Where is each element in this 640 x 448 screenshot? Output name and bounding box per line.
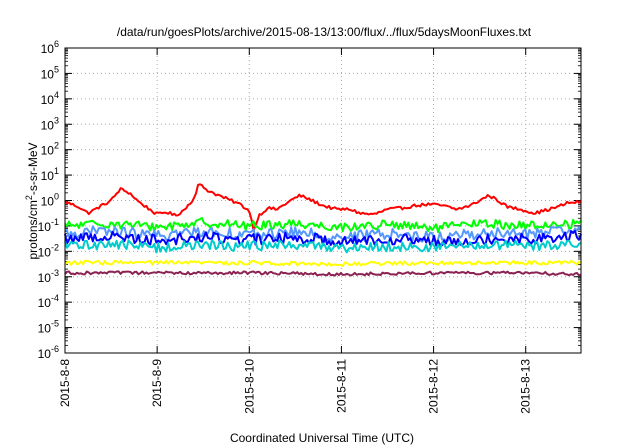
x-tick-label: 2015-8-12	[427, 359, 441, 414]
x-tick-label: 2015-8-10	[242, 359, 256, 414]
y-tick-base: 10	[38, 220, 52, 234]
y-tick-exponent: 1	[54, 166, 59, 176]
y-axis-label-unit: protons/cm	[26, 200, 40, 259]
y-tick-label: 10-4	[38, 293, 59, 310]
series-line	[64, 270, 582, 277]
y-tick-exponent: 0	[54, 192, 59, 202]
y-tick-base: 10	[41, 144, 55, 158]
y-tick-label: 103	[41, 115, 59, 132]
y-tick-exponent: 6	[54, 39, 59, 49]
x-tick-label: 2015-8-9	[150, 359, 164, 407]
y-tick-base: 10	[38, 347, 52, 361]
y-tick-base: 10	[41, 118, 55, 132]
y-tick-label: 104	[41, 90, 59, 107]
y-tick-label: 106	[41, 39, 59, 56]
y-tick-base: 10	[38, 271, 52, 285]
y-tick-label: 100	[41, 192, 59, 209]
y-tick-exponent: -6	[51, 344, 59, 354]
x-tick-label: 2015-8-8	[58, 359, 72, 407]
y-tick-exponent: 4	[54, 90, 59, 100]
grid-lines	[65, 48, 581, 353]
series-line	[64, 239, 582, 254]
x-axis-label: Coordinated Universal Time (UTC)	[230, 431, 414, 445]
y-axis-label-suffix: -s-sr-MeV	[26, 142, 40, 195]
y-tick-label: 10-3	[38, 268, 59, 285]
y-tick-base: 10	[41, 195, 55, 209]
y-tick-exponent: 3	[54, 115, 59, 125]
y-tick-exponent: 2	[54, 141, 59, 151]
y-tick-exponent: -5	[51, 319, 59, 329]
y-tick-label: 101	[41, 166, 59, 183]
series-line	[64, 259, 582, 267]
y-tick-base: 10	[38, 322, 52, 336]
y-tick-exponent: -3	[51, 268, 59, 278]
y-tick-label: 10-6	[38, 344, 59, 361]
y-tick-exponent: 5	[54, 64, 59, 74]
y-tick-label: 10-1	[38, 217, 59, 234]
y-axis-label-exponent: 2	[24, 195, 34, 200]
y-tick-exponent: -4	[51, 293, 59, 303]
y-tick-base: 10	[41, 169, 55, 183]
y-tick-base: 10	[41, 93, 55, 107]
y-tick-base: 10	[38, 296, 52, 310]
series-line	[64, 216, 582, 234]
x-tick-label: 2015-8-13	[519, 359, 533, 414]
y-axis-label: protons/cm2-s-sr-MeV	[24, 142, 40, 259]
chart-title: /data/run/goesPlots/archive/2015-08-13/1…	[117, 25, 532, 39]
y-tick-label: 10-2	[38, 242, 59, 259]
y-tick-exponent: -2	[51, 242, 59, 252]
plot-frame	[64, 47, 582, 354]
series-line	[64, 225, 582, 244]
y-tick-base: 10	[41, 67, 55, 81]
y-tick-label: 10-5	[38, 319, 59, 336]
y-tick-base: 10	[38, 245, 52, 259]
series-line	[64, 183, 582, 232]
y-tick-exponent: -1	[51, 217, 59, 227]
y-tick-label: 102	[41, 141, 59, 158]
y-tick-label: 105	[41, 64, 59, 81]
x-tick-label: 2015-8-11	[334, 359, 348, 413]
data-series	[64, 183, 582, 277]
y-tick-base: 10	[41, 42, 55, 56]
